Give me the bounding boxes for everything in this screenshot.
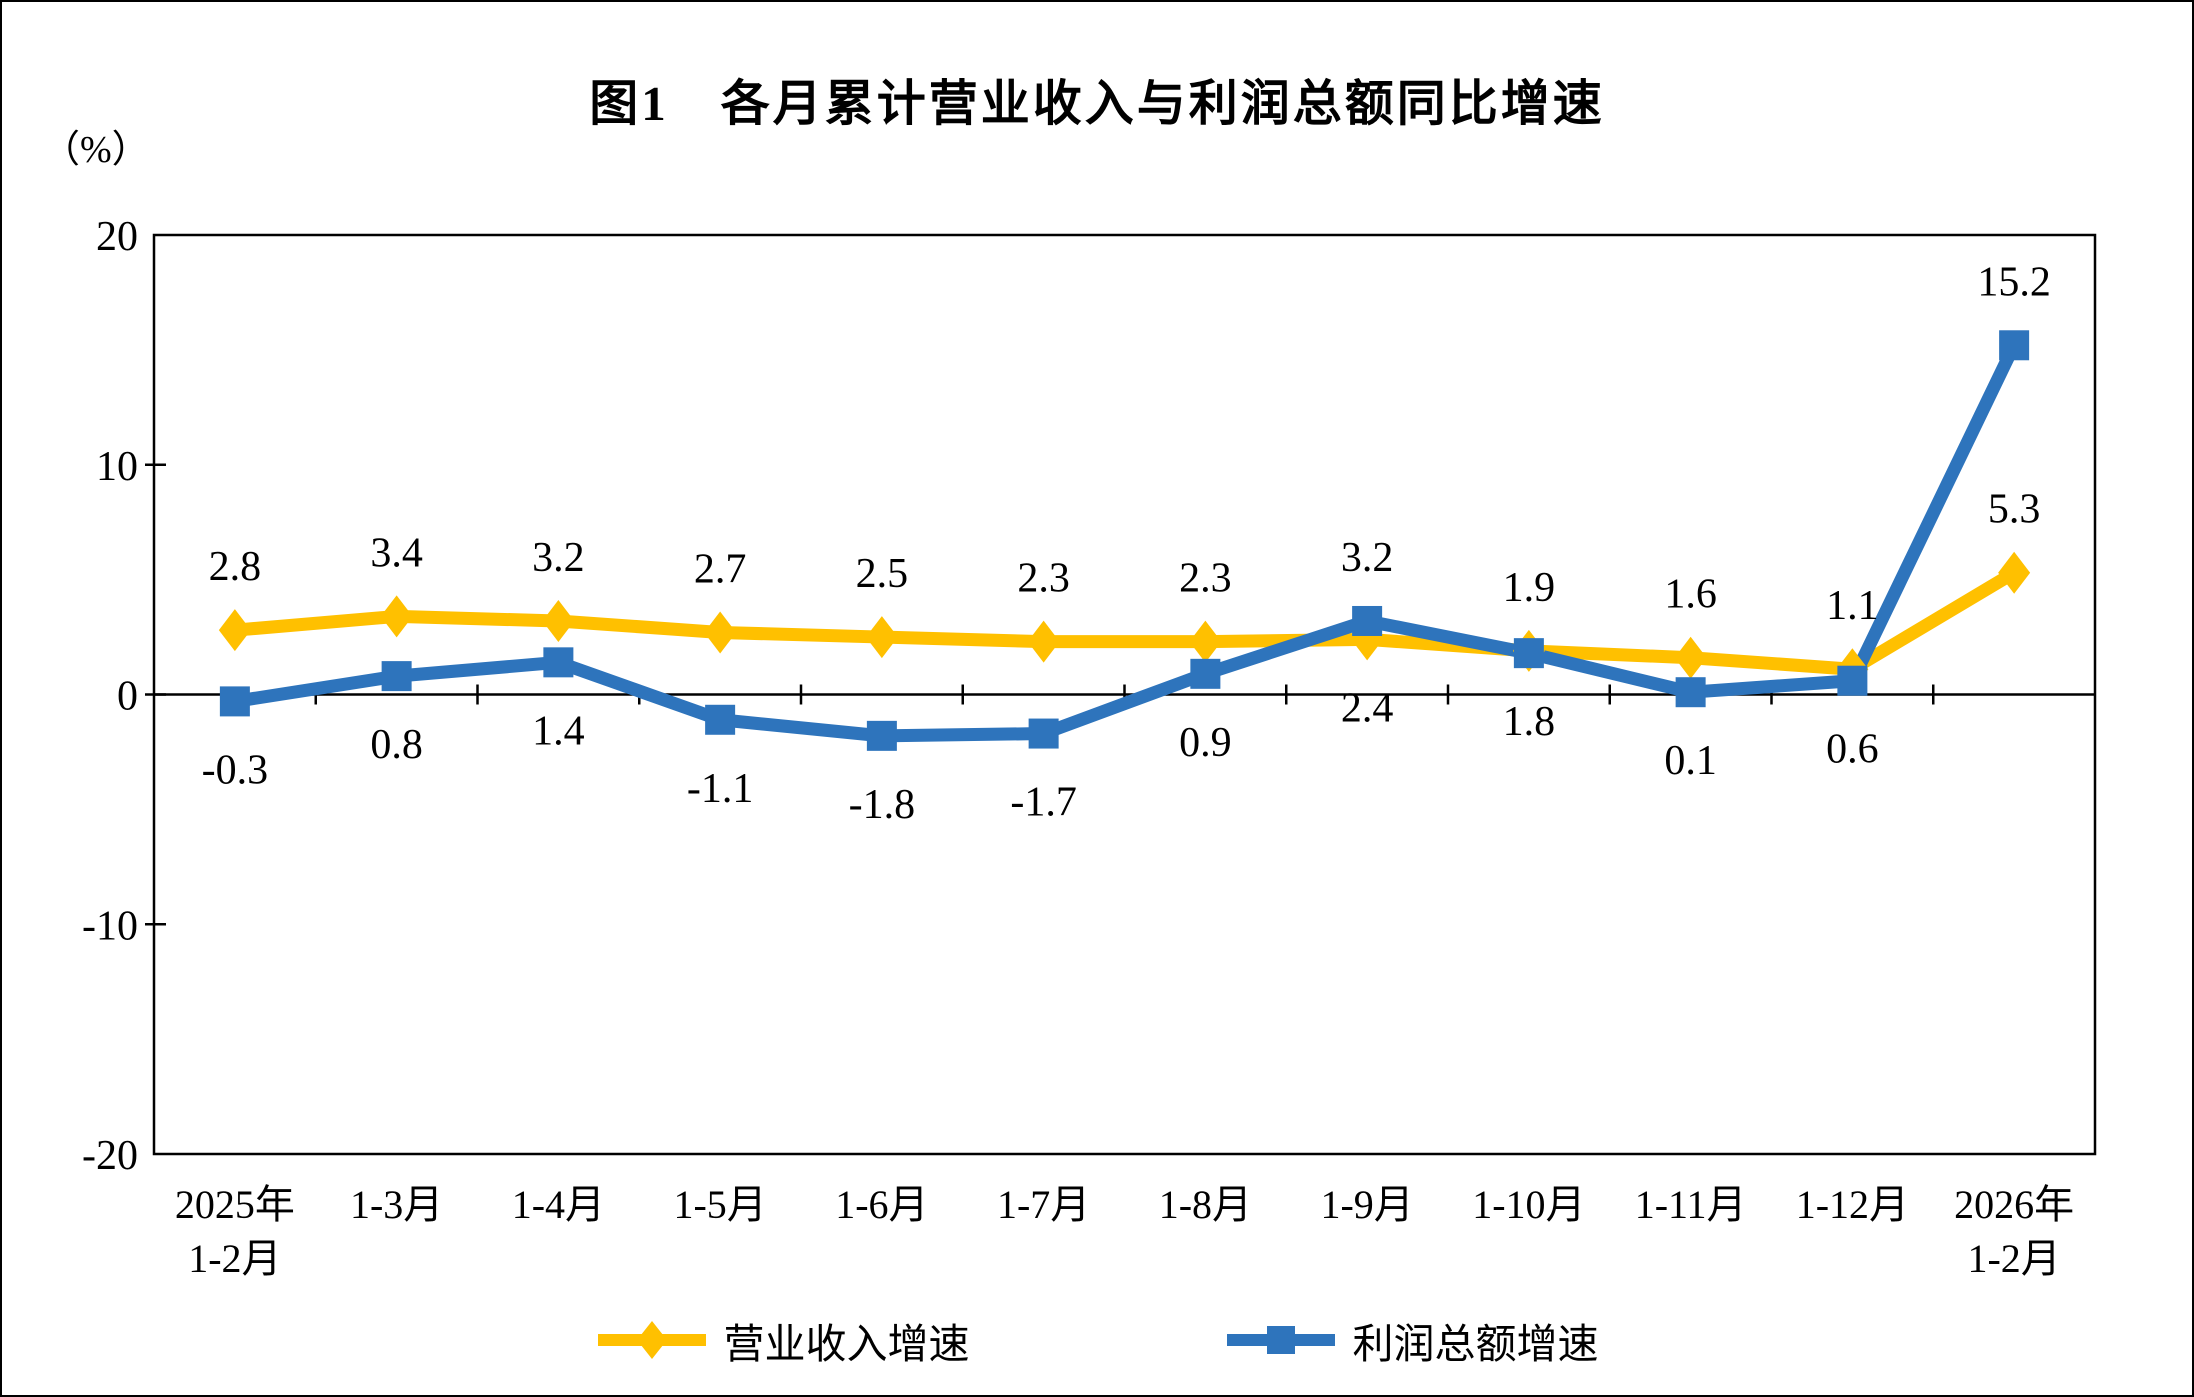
revenue-marker [1189, 620, 1222, 663]
legend-label-profit: 利润总额增速 [1352, 1321, 1599, 1367]
revenue-data-label: 3.2 [532, 535, 585, 581]
profit-data-label: 0.8 [370, 722, 423, 768]
legend-item-profit: 利润总额增速 [1225, 1310, 1599, 1370]
revenue-marker [704, 611, 737, 654]
profit-data-label: -1.7 [1010, 780, 1077, 826]
legend-label-revenue: 营业收入增速 [723, 1321, 970, 1367]
chart-title: 图1 各月累计营业收入与利润总额同比增速 [589, 76, 1605, 131]
x-category-label: 1-8月 [1159, 1182, 1252, 1227]
revenue-line-diamond-icon [597, 1321, 706, 1359]
profit-marker [543, 647, 574, 678]
revenue-line [228, 566, 2021, 676]
y-tick-label: -10 [82, 903, 138, 949]
revenue-data-label: 2.4 [1341, 685, 1394, 731]
x-category-label: 1-11月 [1635, 1182, 1747, 1227]
x-category-label: 1-2月 [1967, 1236, 2060, 1281]
revenue-data-label: 2.5 [856, 551, 909, 597]
revenue-marker [1027, 620, 1060, 663]
y-axis-unit-label: （%） [42, 129, 150, 171]
profit-data-label: 0.9 [1179, 720, 1232, 766]
x-category-label: 1-10月 [1472, 1182, 1585, 1227]
x-category-label: 1-2月 [188, 1236, 281, 1281]
x-category-label: 1-3月 [350, 1182, 443, 1227]
profit-marker [1999, 330, 2030, 361]
profit-data-label: -0.3 [202, 747, 269, 793]
profit-marker [1352, 605, 1383, 636]
x-category-label: 1-7月 [997, 1182, 1090, 1227]
profit-data-label: 3.2 [1341, 535, 1394, 581]
profit-marker [1675, 677, 1706, 708]
x-category-label: 1-6月 [835, 1182, 928, 1227]
revenue-marker [1998, 551, 2031, 594]
revenue-data-label: 2.3 [1017, 556, 1070, 602]
profit-marker [1513, 638, 1544, 669]
profit-marker [705, 704, 736, 735]
profit-data-label: 0.1 [1664, 738, 1717, 784]
profit-marker [1837, 665, 1868, 696]
revenue-marker [218, 609, 251, 652]
revenue-data-label: 2.3 [1179, 556, 1232, 602]
profit-data-label: 0.6 [1826, 727, 1879, 773]
profit-marker [1028, 718, 1059, 749]
y-tick-label: -20 [82, 1133, 138, 1179]
profit-marker [866, 720, 897, 751]
x-category-label: 2025年 [175, 1182, 295, 1227]
y-tick-label: 10 [96, 444, 138, 490]
revenue-data-label: 2.8 [209, 544, 262, 590]
profit-data-label: -1.1 [687, 766, 754, 812]
profit-line [228, 338, 2021, 743]
profit-data-label: 1.8 [1503, 699, 1556, 745]
profit-data-label: 15.2 [1977, 259, 2051, 305]
x-category-label: 1-5月 [673, 1182, 766, 1227]
y-tick-label: 20 [96, 214, 138, 260]
x-category-label: 1-12月 [1796, 1182, 1909, 1227]
revenue-data-label: 5.3 [1988, 487, 2041, 533]
legend-item-revenue: 营业收入增速 [596, 1310, 970, 1370]
profit-data-label: -1.8 [849, 782, 916, 828]
x-category-label: 2026年 [1954, 1182, 2074, 1227]
revenue-data-label: 2.7 [694, 546, 747, 592]
revenue-marker [380, 595, 413, 638]
revenue-data-label: 3.4 [370, 530, 423, 576]
revenue-data-label: 1.1 [1826, 583, 1879, 629]
profit-line-square-icon [1226, 1326, 1335, 1354]
y-tick-label: 0 [117, 674, 138, 720]
revenue-marker [865, 616, 898, 659]
profit-marker [219, 686, 250, 717]
profit-marker [1190, 658, 1221, 689]
revenue-data-label: 1.6 [1664, 572, 1717, 618]
profit-marker [381, 661, 412, 692]
legend: 营业收入增速 利润总额增速 [2, 1310, 2192, 1370]
x-category-label: 1-9月 [1320, 1182, 1413, 1227]
profit-data-label: 1.4 [532, 708, 585, 754]
revenue-marker [542, 599, 575, 642]
x-category-label: 1-4月 [512, 1182, 605, 1227]
revenue-data-label: 1.9 [1503, 565, 1556, 611]
revenue-marker [1674, 636, 1707, 679]
